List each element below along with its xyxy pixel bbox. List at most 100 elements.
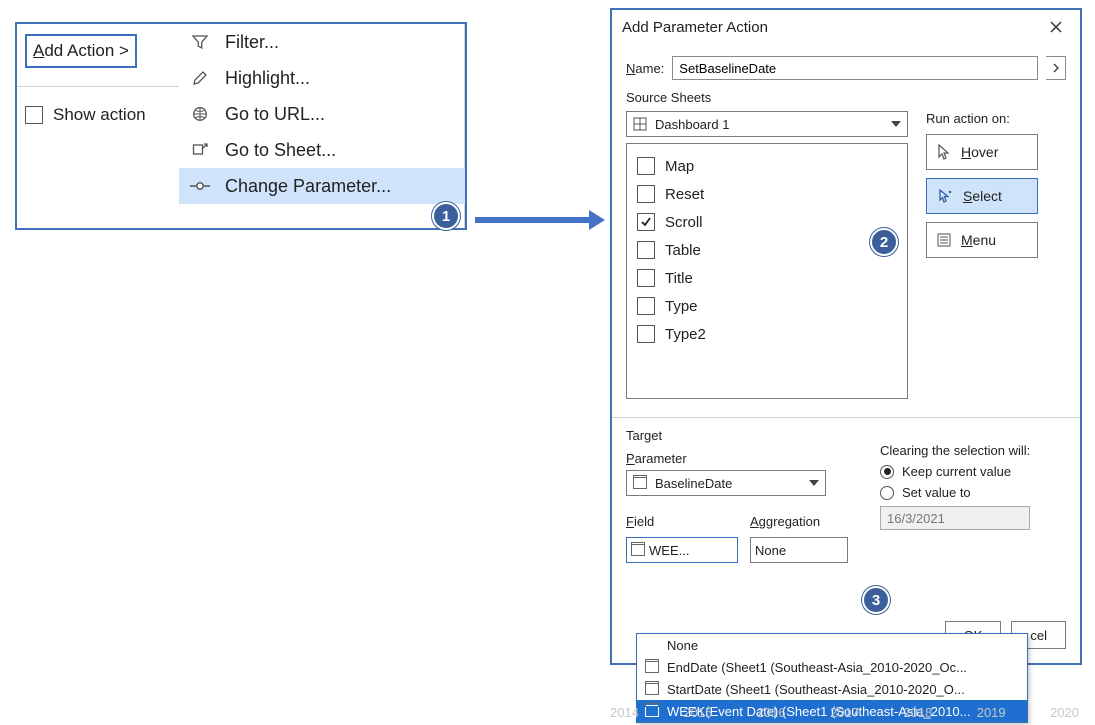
sheet-checkbox-reset[interactable] (637, 185, 655, 203)
sheet-label: Table (665, 242, 701, 259)
menu-label: Go to URL... (225, 104, 325, 125)
select-cursor-icon (937, 188, 953, 204)
parameter-icon (189, 180, 211, 192)
sheet-label: Map (665, 158, 694, 175)
sheet-label: Type2 (665, 326, 706, 343)
field-combo[interactable]: WEE... (626, 537, 738, 563)
set-value-input: 16/3/2021 (880, 506, 1030, 530)
sheet-label: Type (665, 298, 698, 315)
year-label: 2017 (830, 705, 859, 723)
list-item: Title (637, 264, 897, 292)
close-icon (1049, 20, 1063, 34)
calendar-icon (645, 683, 659, 695)
name-input[interactable] (672, 56, 1038, 80)
name-picker-button[interactable] (1046, 56, 1066, 80)
list-item: Type2 (637, 320, 897, 348)
close-button[interactable] (1042, 16, 1070, 38)
aggregation-label: Aggregation (750, 514, 848, 529)
field-label: Field (626, 514, 738, 529)
calendar-icon (631, 544, 645, 556)
keep-rest: eep current value (911, 464, 1011, 479)
pencil-icon (189, 70, 211, 86)
add-action-panel: Add Action > Show action Filter... Highl… (15, 22, 467, 230)
option-label: EndDate (Sheet1 (Southeast-Asia_2010-202… (667, 660, 967, 675)
menu-item-highlight[interactable]: Highlight... (179, 60, 465, 96)
menu-label: Highlight... (225, 68, 310, 89)
year-label: 2018 (903, 705, 932, 723)
menu-item-change-parameter[interactable]: Change Parameter... (179, 168, 465, 204)
callout-badge-1: 1 (432, 202, 460, 230)
aggregation-combo[interactable]: None (750, 537, 848, 563)
background-timeline: 2014 2015 2016 2017 2018 2019 2020 (600, 705, 1089, 723)
check-icon (640, 216, 652, 228)
menu-item-go-to-url[interactable]: Go to URL... (179, 96, 465, 132)
add-parameter-action-dialog: Add Parameter Action Name: Source Sheets… (610, 8, 1082, 665)
menu-item-go-to-sheet[interactable]: Go to Sheet... (179, 132, 465, 168)
add-action-button[interactable]: Add Action > (25, 34, 137, 68)
year-label: 2016 (757, 705, 786, 723)
run-hover-rest: over (971, 144, 998, 160)
menu-label: Change Parameter... (225, 176, 391, 197)
show-actions-checkbox[interactable] (25, 106, 43, 124)
sheet-checkbox-map[interactable] (637, 157, 655, 175)
sheet-checkbox-type2[interactable] (637, 325, 655, 343)
menu-label: Filter... (225, 32, 279, 53)
option-label: None (667, 638, 698, 653)
calendar-icon (645, 661, 659, 673)
sheet-checkbox-title[interactable] (637, 269, 655, 287)
year-label: 2014 (610, 705, 639, 723)
dialog-titlebar: Add Parameter Action (612, 10, 1080, 46)
callout-badge-3: 3 (862, 586, 890, 614)
sheet-checkbox-scroll[interactable] (637, 213, 655, 231)
set-rest: t value to (918, 485, 971, 500)
run-select-button[interactable]: Select (926, 178, 1038, 214)
sheet-checkbox-type[interactable] (637, 297, 655, 315)
dropdown-option-none[interactable]: None (637, 634, 1027, 656)
parameter-label: Parameter (626, 451, 856, 466)
list-item: Scroll (637, 208, 897, 236)
cursor-icon (937, 144, 951, 160)
sheet-checkbox-table[interactable] (637, 241, 655, 259)
field-combo-value: WEE... (649, 543, 689, 558)
action-type-menu: Filter... Highlight... Go to URL... Go t… (179, 24, 465, 228)
sheet-label: Scroll (665, 214, 703, 231)
list-item: Table (637, 236, 897, 264)
add-action-label-u: A (33, 41, 44, 60)
show-actions-label: Show action (53, 105, 146, 125)
clearing-label: Clearing the selection will: (880, 443, 1066, 458)
name-label: Name: (626, 61, 664, 76)
source-sheets-list: Map Reset Scroll Table Title Type Type2 (626, 143, 908, 399)
menu-item-filter[interactable]: Filter... (179, 24, 465, 60)
option-label: StartDate (Sheet1 (Southeast-Asia_2010-2… (667, 682, 965, 697)
callout-badge-2: 2 (870, 228, 898, 256)
run-menu-rest: enu (973, 232, 996, 248)
sheet-link-icon (189, 142, 211, 158)
dashboard-combo[interactable]: Dashboard 1 (626, 111, 908, 137)
left-column: Add Action > Show action (17, 24, 179, 228)
radio-icon (880, 486, 894, 500)
parameter-combo[interactable]: BaselineDate (626, 470, 826, 496)
dropdown-option-startdate[interactable]: StartDate (Sheet1 (Southeast-Asia_2010-2… (637, 678, 1027, 700)
list-item: Type (637, 292, 897, 320)
year-label: 2020 (1050, 705, 1079, 723)
arrow-icon (475, 214, 605, 226)
chevron-right-icon (1052, 63, 1060, 73)
radio-keep-current[interactable]: Keep current value (880, 464, 1066, 479)
menu-label: Go to Sheet... (225, 140, 336, 161)
dashboard-combo-value: Dashboard 1 (655, 117, 729, 132)
run-select-rest: elect (972, 188, 1002, 204)
globe-icon (189, 106, 211, 122)
list-item: Map (637, 152, 897, 180)
aggregation-combo-value: None (755, 543, 786, 558)
sheet-label: Title (665, 270, 693, 287)
radio-set-value[interactable]: Set value to (880, 485, 1066, 500)
run-hover-button[interactable]: Hover (926, 134, 1038, 170)
dropdown-option-enddate[interactable]: EndDate (Sheet1 (Southeast-Asia_2010-202… (637, 656, 1027, 678)
target-label: Target (626, 428, 1066, 443)
dialog-title: Add Parameter Action (622, 19, 768, 36)
chevron-down-icon (809, 480, 819, 486)
year-label: 2015 (683, 705, 712, 723)
calendar-icon (633, 477, 647, 489)
run-menu-button[interactable]: Menu (926, 222, 1038, 258)
chevron-down-icon (891, 121, 901, 127)
